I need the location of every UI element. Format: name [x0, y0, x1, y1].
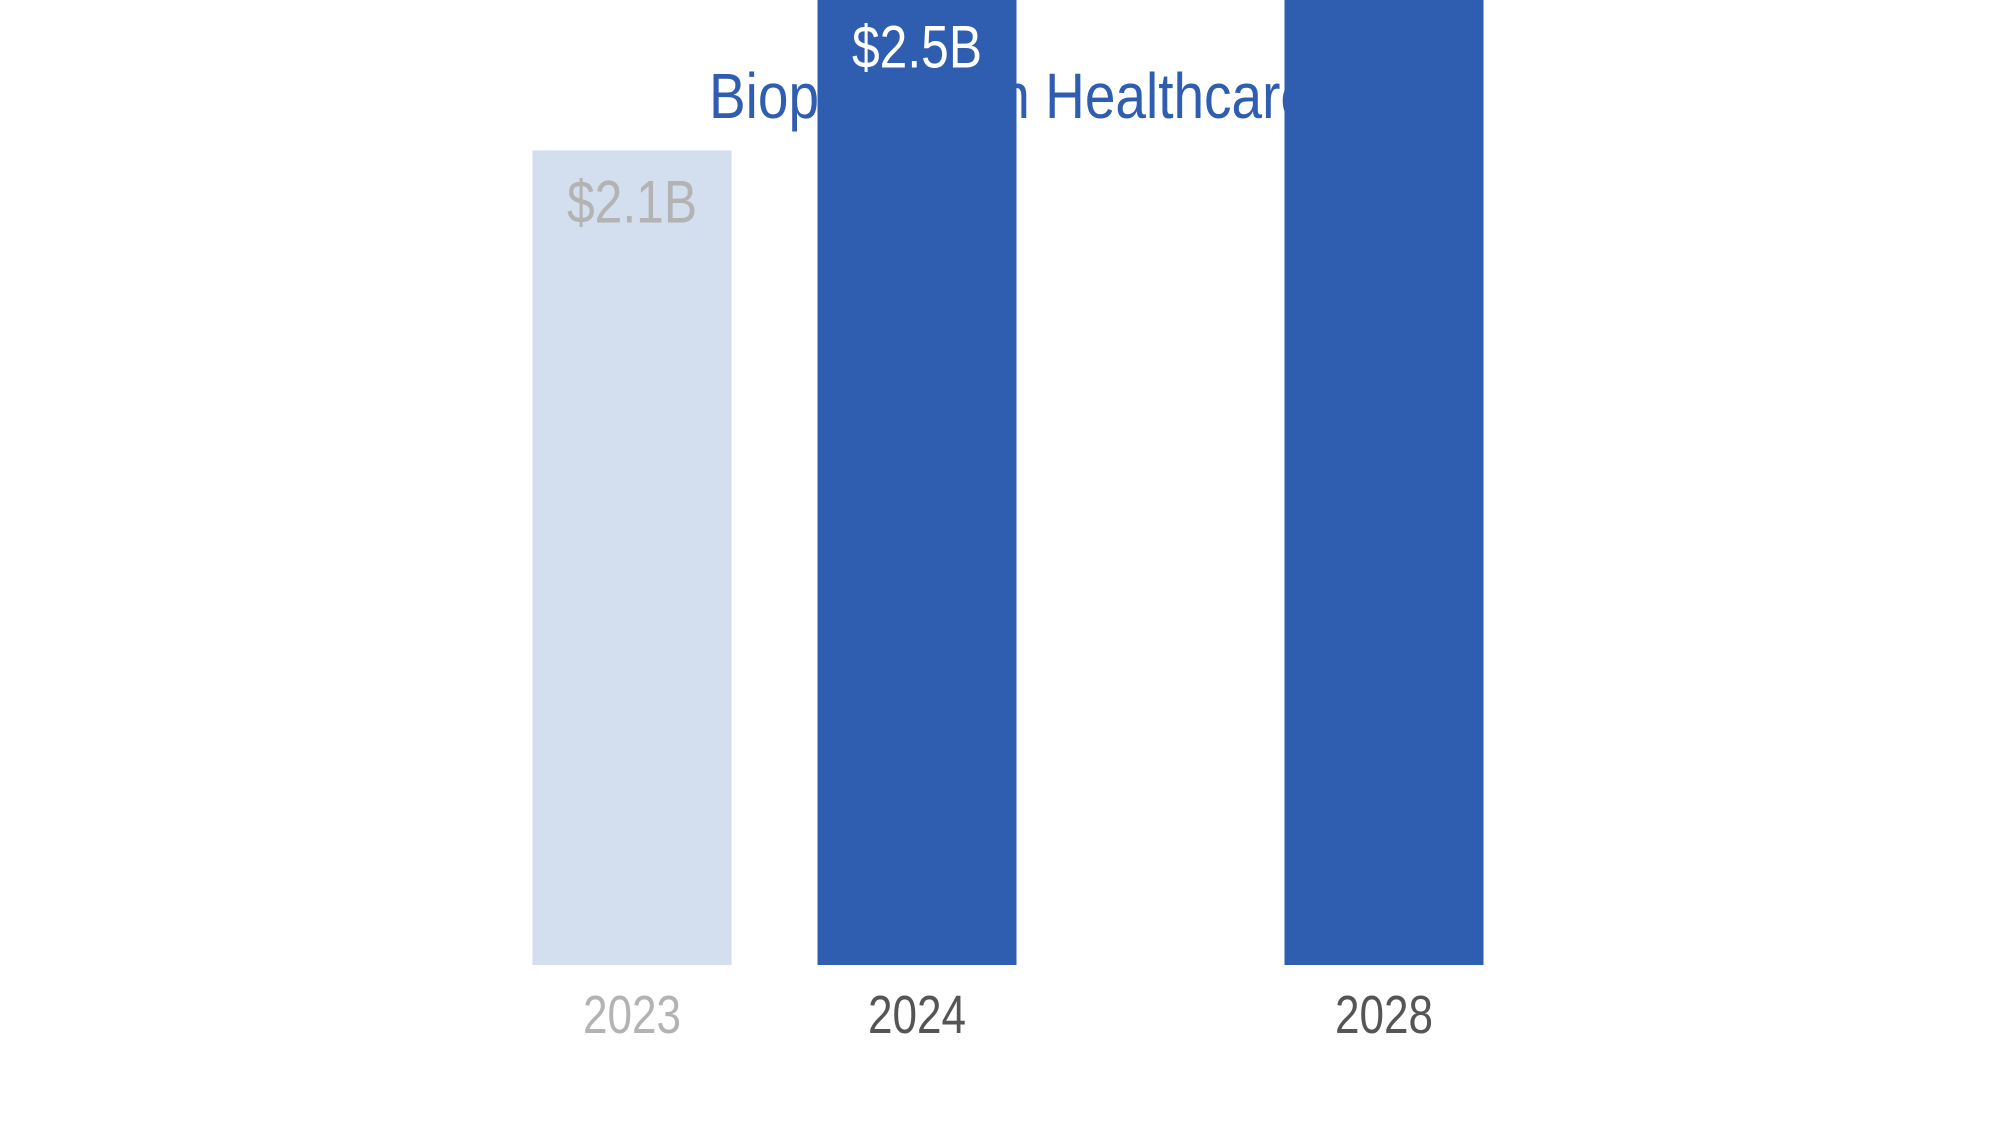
value-label-2023: $2.1B	[567, 168, 697, 235]
category-label-2023: 2023	[583, 985, 681, 1045]
bar-2023	[532, 150, 732, 965]
category-label-2028: 2028	[1335, 985, 1433, 1045]
category-label-2024: 2024	[868, 985, 966, 1045]
value-label-2024: $2.5B	[852, 13, 982, 80]
bar-2024	[817, 0, 1017, 965]
bar-2028	[1284, 0, 1484, 965]
